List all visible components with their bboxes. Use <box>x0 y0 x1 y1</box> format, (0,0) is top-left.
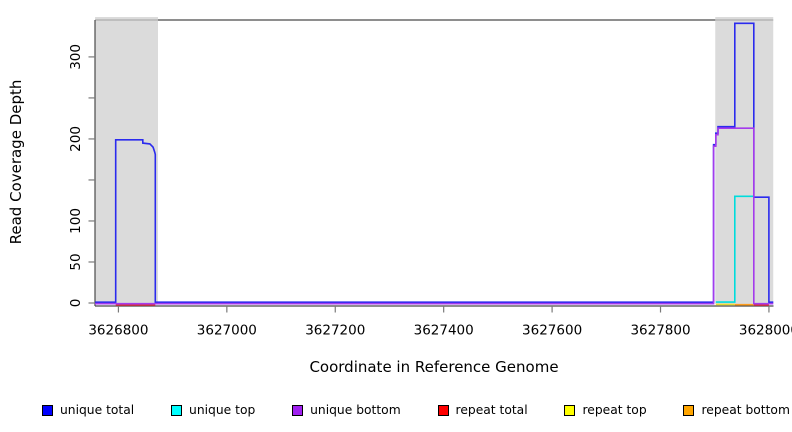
x-tick-label: 3627000 <box>197 323 257 339</box>
legend-item: repeat top <box>564 403 647 417</box>
legend-label: repeat top <box>582 403 647 417</box>
legend-swatch-icon <box>564 404 576 416</box>
legend-item: repeat total <box>437 403 528 417</box>
tick-marks-layer <box>88 56 770 313</box>
series-line-unique-total <box>95 22 774 304</box>
series-lines-layer <box>95 22 774 306</box>
legend-swatch-icon <box>171 404 183 416</box>
x-axis-title: Coordinate in Reference Genome <box>309 358 558 376</box>
legend-label: unique top <box>189 403 256 417</box>
legend-label: repeat total <box>455 403 528 417</box>
y-tick-label: 50 <box>68 253 84 270</box>
series-line-unique-top <box>715 195 754 303</box>
axes-frame-layer <box>94 19 774 307</box>
x-tick-label: 3627600 <box>522 323 582 339</box>
legend-item: unique top <box>171 403 255 417</box>
series-line-unique-bottom <box>95 127 774 305</box>
legend-label: repeat bottom <box>701 403 790 417</box>
legend-item: repeat bottom <box>683 403 790 417</box>
x-tick-label: 3627800 <box>630 323 690 339</box>
legend-swatch-icon <box>437 404 449 416</box>
y-tick-label: 0 <box>68 299 84 308</box>
y-axis-title: Read Coverage Depth <box>7 80 25 245</box>
x-tick-label: 3627400 <box>414 323 474 339</box>
legend-swatch-icon <box>292 404 304 416</box>
y-tick-label: 200 <box>68 126 84 152</box>
shaded-regions-layer <box>95 17 774 304</box>
legend-swatch-icon <box>683 404 695 416</box>
x-tick-label: 3626800 <box>88 323 148 339</box>
legend-item: unique bottom <box>292 403 401 417</box>
y-tick-label: 300 <box>68 44 84 70</box>
legend-label: unique total <box>60 403 135 417</box>
legend-item: unique total <box>42 403 134 417</box>
x-tick-label: 3627200 <box>305 323 365 339</box>
legend-label: unique bottom <box>310 403 401 417</box>
shaded-region <box>95 17 158 304</box>
shaded-region <box>715 17 774 304</box>
y-tick-label: 100 <box>68 208 84 234</box>
legend-swatch-icon <box>42 404 53 416</box>
tick-labels-layer: 3626800 3627000 3627200 3627400 3627600 36278… <box>68 44 792 338</box>
legend: unique total unique top unique bottom repea… <box>42 399 790 421</box>
